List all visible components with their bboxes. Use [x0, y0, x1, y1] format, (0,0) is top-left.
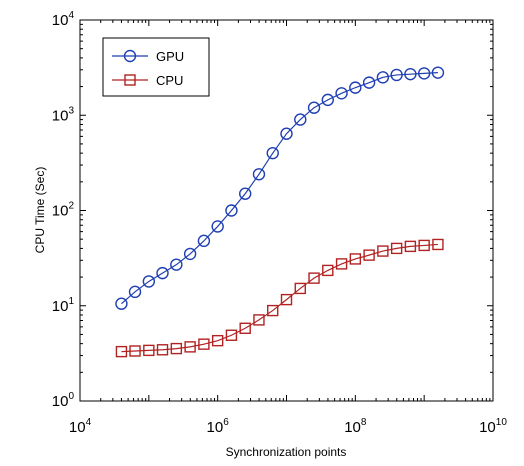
x-tick-label: 1010: [479, 417, 507, 436]
gpu-series-line: [121, 72, 438, 305]
x-tick-label: 104: [69, 417, 92, 436]
gpu-point: [376, 71, 390, 84]
gpu-point: [294, 113, 307, 126]
x-axis-label: Synchronization points: [226, 445, 347, 459]
gpu-point: [266, 146, 279, 160]
legend-gpu-label: GPU: [156, 49, 184, 64]
gpu-point: [156, 266, 169, 280]
legend-gpu-marker: [123, 49, 137, 63]
x-tick-label: 108: [344, 417, 367, 436]
cpu-series-line: [121, 243, 438, 353]
axis-ticks: [79, 19, 494, 402]
cpu-point: [143, 344, 155, 357]
cpu-point: [115, 345, 128, 358]
gpu-point: [417, 67, 431, 80]
cpu-point: [377, 245, 389, 257]
gpu-point: [431, 66, 445, 79]
cpu-point: [294, 282, 306, 295]
gpu-point: [142, 275, 156, 288]
cpu-point: [390, 242, 403, 255]
x-tick-label: 106: [207, 417, 230, 436]
gpu-point: [211, 220, 224, 233]
legend-box: [102, 37, 210, 97]
cpu-point: [211, 334, 224, 347]
cpu-point: [184, 341, 196, 353]
legend: GPU CPU: [102, 37, 210, 97]
gpu-point: [404, 67, 417, 81]
y-tick-label: 104: [52, 10, 75, 29]
gpu-point: [280, 127, 293, 140]
gpu-point: [128, 285, 142, 299]
gpu-point: [115, 297, 128, 310]
cpu-point: [239, 322, 251, 334]
gpu-point: [362, 76, 376, 89]
gpu-point: [197, 234, 211, 248]
gpu-point: [307, 101, 321, 114]
cpu-point: [198, 338, 210, 350]
series-layer: [115, 66, 445, 358]
y-tick-label: 101: [52, 296, 75, 315]
gpu-point: [335, 87, 348, 100]
cpu-point: [363, 249, 375, 261]
cpu-point: [308, 272, 320, 284]
cpu-point: [322, 264, 334, 277]
legend-cpu-label: CPU: [156, 73, 183, 88]
cpu-point: [170, 342, 183, 355]
gpu-point: [349, 81, 362, 94]
cpu-point: [253, 314, 265, 326]
cpu-point: [432, 238, 444, 251]
cpu-point: [418, 239, 430, 252]
cpu-point: [404, 240, 417, 253]
cpu-point: [267, 304, 279, 317]
legend-cpu-marker: [124, 74, 136, 86]
y-tick-label: 103: [52, 105, 75, 124]
gpu-point: [390, 68, 403, 82]
cpu-point: [349, 253, 362, 265]
y-tick-label: 100: [52, 391, 75, 410]
cpu-point: [225, 329, 238, 341]
y-axis-label: CPU Time (Sec): [33, 167, 47, 254]
cpu-point: [280, 293, 293, 306]
gpu-point: [225, 204, 238, 217]
gpu-point: [252, 168, 266, 181]
tick-labels: 104 106 108 1010 100 101 102 103 104: [52, 10, 508, 436]
cpu-point: [156, 344, 169, 356]
gpu-point: [170, 258, 183, 271]
cpu-point: [129, 345, 141, 357]
gpu-point: [183, 247, 197, 261]
y-tick-label: 102: [52, 201, 75, 220]
gpu-point: [321, 93, 334, 107]
cpu-point: [335, 258, 348, 270]
gpu-point: [239, 187, 252, 200]
